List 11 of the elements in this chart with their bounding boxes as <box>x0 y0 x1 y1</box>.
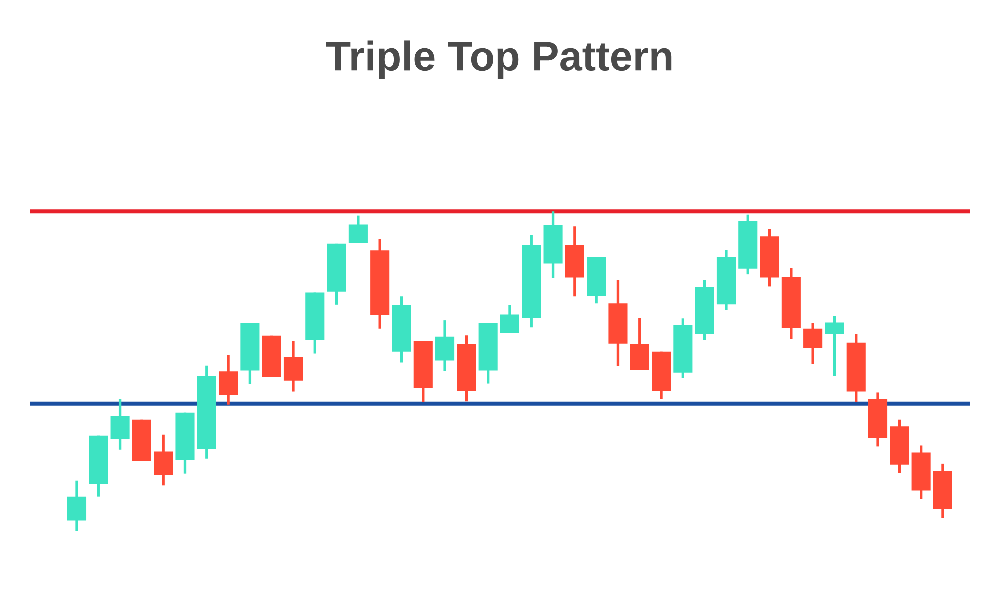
candlestick <box>825 315 844 378</box>
chart-title: Triple Top Pattern <box>326 40 672 80</box>
candlestick <box>67 480 87 532</box>
candlestick <box>284 340 304 394</box>
candlestick <box>436 319 455 372</box>
candlestick <box>348 214 368 245</box>
candlestick <box>154 434 174 487</box>
candlestick <box>804 322 823 366</box>
candlestick <box>500 304 520 335</box>
candlestick <box>110 398 130 452</box>
candlestick <box>219 354 238 406</box>
